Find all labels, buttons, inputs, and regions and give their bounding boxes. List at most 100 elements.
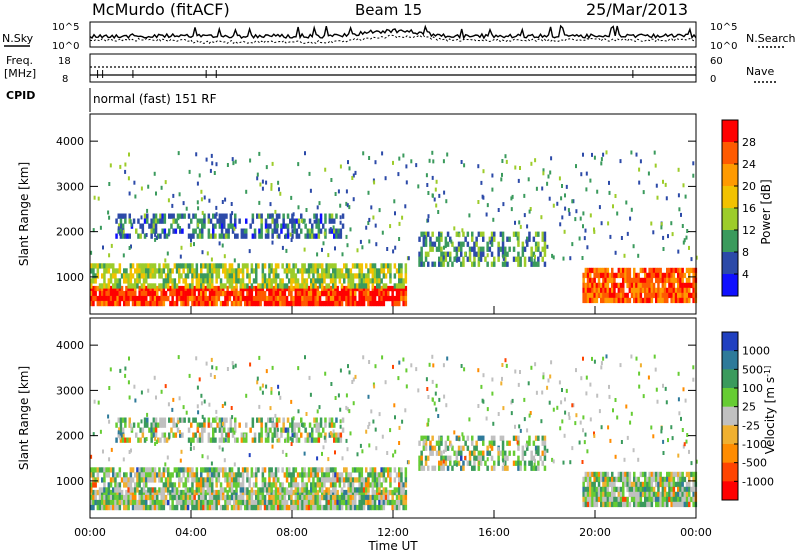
- power-cell: [191, 278, 194, 284]
- power-cell: [198, 218, 202, 224]
- power-cell: [462, 261, 465, 267]
- velocity-cell: [316, 477, 320, 483]
- velocity-cell: [156, 489, 159, 496]
- power-cell: [423, 235, 426, 239]
- velocity-cell: [389, 467, 392, 473]
- velocity-cell: [285, 452, 288, 457]
- velocity-cell: [329, 504, 333, 511]
- velocity-cell: [369, 467, 372, 473]
- power-cell: [142, 273, 146, 279]
- power-cell: [143, 233, 147, 239]
- power-cell: [271, 233, 274, 239]
- power-cell: [136, 278, 139, 284]
- velocity-cell: [158, 504, 161, 511]
- power-cell: [208, 198, 211, 203]
- velocity-cell: [290, 477, 293, 483]
- velocity-cell: [248, 494, 251, 501]
- power-cell: [205, 157, 208, 162]
- power-cell: [151, 268, 155, 274]
- velocity-cell: [662, 383, 664, 388]
- velocity-cell: [227, 427, 230, 433]
- velocity-cell: [630, 481, 634, 488]
- power-cell: [184, 278, 188, 284]
- power-cell: [690, 282, 693, 289]
- power-cell: [304, 151, 306, 156]
- power-cell: [446, 251, 450, 257]
- velocity-cell: [202, 487, 205, 493]
- velocity-cell: [672, 496, 676, 503]
- velocity-cell: [212, 417, 215, 423]
- power-cell: [256, 176, 259, 181]
- power-cell: [138, 278, 141, 284]
- velocity-cell: [297, 422, 301, 428]
- velocity-cell: [285, 499, 289, 506]
- power-cell: [417, 184, 420, 189]
- velocity-cell: [267, 427, 270, 433]
- velocity-cell: [646, 486, 649, 493]
- velocity-cell: [482, 440, 485, 446]
- power-cell: [327, 295, 331, 302]
- power-cell: [271, 240, 274, 245]
- power-cell: [537, 241, 540, 247]
- power-cell: [178, 285, 181, 292]
- velocity-cell: [273, 427, 277, 433]
- velocity-cell: [219, 482, 223, 488]
- power-cell: [138, 290, 141, 297]
- power-cell: [310, 300, 313, 307]
- power-cell: [274, 283, 278, 289]
- velocity-colorbar-tick-label: 1000: [742, 345, 770, 358]
- velocity-cell: [149, 472, 152, 478]
- power-cell: [541, 256, 544, 262]
- power-cell: [259, 283, 262, 289]
- velocity-cell: [305, 472, 309, 478]
- power-cell: [213, 171, 216, 175]
- velocity-cell: [482, 373, 485, 378]
- velocity-cell: [362, 355, 365, 360]
- power-cell: [179, 226, 181, 230]
- velocity-cell: [117, 417, 120, 423]
- power-cell: [591, 282, 594, 289]
- power-cell: [105, 283, 108, 289]
- velocity-cell: [657, 501, 660, 508]
- velocity-cell: [224, 504, 227, 511]
- power-cell: [201, 210, 204, 215]
- velocity-cell: [615, 486, 618, 493]
- power-cell: [321, 268, 324, 274]
- velocity-cell: [153, 499, 157, 506]
- velocity-cell: [425, 377, 428, 382]
- velocity-cell: [445, 403, 448, 408]
- power-y-tick-label: 3000: [56, 180, 84, 193]
- power-cell: [460, 160, 463, 164]
- velocity-cell: [261, 477, 265, 483]
- power-cell: [94, 290, 97, 297]
- velocity-cell: [393, 403, 396, 408]
- velocity-cell: [423, 439, 426, 443]
- power-cell: [667, 234, 669, 239]
- power-cell: [548, 196, 551, 201]
- velocity-cell: [518, 424, 521, 429]
- nsearch-tick-top: 10^5: [710, 22, 737, 33]
- velocity-y-tick-label: 4000: [56, 339, 84, 352]
- power-cell: [307, 295, 311, 302]
- power-cell: [425, 173, 428, 178]
- power-cell: [191, 263, 194, 269]
- velocity-cell: [407, 460, 410, 465]
- velocity-cell: [263, 467, 267, 473]
- velocity-cell: [571, 446, 574, 451]
- power-cell: [490, 236, 494, 242]
- velocity-cell: [119, 368, 122, 373]
- power-cell: [294, 278, 298, 284]
- velocity-cell: [152, 422, 156, 428]
- velocity-cell: [679, 491, 682, 498]
- velocity-cell: [316, 482, 320, 488]
- power-cell: [681, 282, 684, 289]
- velocity-cell: [290, 399, 293, 404]
- power-cell: [167, 263, 170, 269]
- velocity-cell: [504, 465, 507, 471]
- velocity-cell: [453, 450, 456, 456]
- velocity-cell: [690, 496, 693, 503]
- power-cell: [266, 278, 269, 284]
- velocity-cell: [613, 491, 616, 498]
- velocity-cell: [317, 422, 321, 428]
- power-cell: [672, 277, 676, 284]
